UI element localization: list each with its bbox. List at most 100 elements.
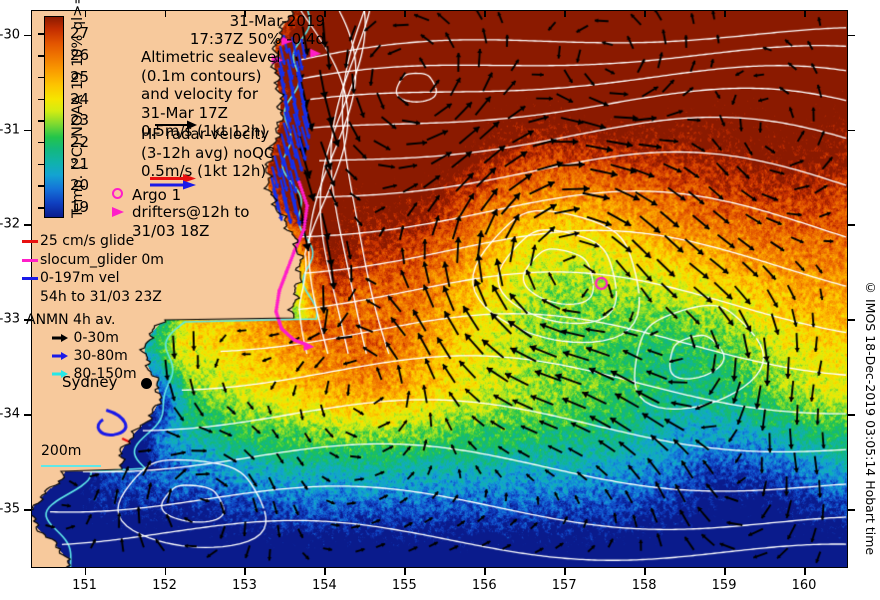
x-tick-label: 157	[551, 578, 577, 593]
x-tick-mark	[164, 568, 166, 575]
drifters-note: drifters@12h to 31/03 18Z	[132, 203, 249, 240]
colorbar-tick	[38, 207, 44, 209]
x-tick-label: 155	[391, 578, 417, 593]
y-tick-label: -33	[0, 311, 20, 327]
glider-row-2: slocum_glider 0m	[22, 251, 164, 270]
altimetry-note: Altimetric sealevel (0.1m contours) and …	[141, 48, 280, 141]
glider-row-4: 54h to 31/03 23Z	[40, 288, 164, 307]
colorbar-tick-label: 24	[70, 89, 90, 108]
y-tick-label: -35	[0, 501, 20, 517]
x-tick-mark-top	[644, 10, 646, 17]
y-tick-mark-right	[848, 34, 855, 37]
anmn-arrow-0-30m-icon	[52, 334, 68, 342]
glider-label-2: slocum_glider 0m	[40, 251, 164, 268]
y-tick-label: -31	[0, 122, 20, 138]
scale-bar-label: 200m	[41, 443, 82, 459]
x-tick-mark-top	[724, 10, 726, 17]
colorbar[interactable]	[44, 16, 64, 218]
x-tick-label: 158	[631, 578, 657, 593]
hf-radar-note: HF radar velocity (3-12h avg) noQC 0.5m/…	[141, 125, 274, 181]
x-tick-mark	[644, 568, 646, 575]
colorbar-gradient	[44, 16, 64, 218]
scale-bar-line	[41, 465, 101, 467]
anmn-item-1: 30-80m	[51, 347, 128, 365]
sydney-label: Sydney	[62, 373, 118, 391]
y-tick-mark	[24, 509, 31, 511]
altimetry-scale-arrow-icon	[155, 120, 197, 130]
x-tick-label: 151	[72, 578, 97, 593]
colorbar-tick-label: 20	[70, 176, 90, 195]
colorbar-tick	[38, 120, 44, 122]
glider-legend: 25 cm/s glide slocum_glider 0m 0-197m ve…	[22, 232, 164, 307]
colorbar-tick-label: 19	[70, 198, 90, 217]
y-tick-mark	[24, 319, 31, 321]
y-tick-mark-right	[848, 319, 855, 321]
x-tick-mark	[724, 568, 726, 575]
glider-label-3: 0-197m vel	[40, 270, 120, 286]
anmn-arrow-80-150m-icon	[52, 370, 68, 378]
copyright-label: © IMOS 18-Dec-2019 03:05:14 Hobart time	[863, 280, 878, 556]
map-overlays	[32, 11, 847, 567]
colorbar-tick-label: 21	[70, 154, 90, 173]
colorbar-tick-label: 25	[70, 67, 90, 86]
x-tick-label: 152	[152, 578, 177, 593]
colorbar-tick	[38, 33, 44, 35]
y-tick-mark-right	[848, 224, 855, 226]
colorbar-tick	[38, 163, 44, 166]
argo-marker-icon	[112, 188, 123, 199]
glider-row-3: 0-197m vel	[22, 269, 164, 288]
x-tick-mark	[804, 568, 806, 575]
anmn-arrow-30-80m-icon	[52, 352, 68, 360]
glider-label-1: 25 cm/s glide	[40, 233, 135, 249]
x-tick-mark-top	[244, 10, 246, 17]
hf-radar-line-1: HF radar velocity	[141, 125, 270, 143]
anmn-legend: ANMN 4h av.	[26, 311, 116, 329]
colorbar-tick	[38, 76, 44, 79]
y-tick-mark	[24, 129, 31, 132]
glider-swatch-red	[22, 240, 38, 243]
y-tick-label: -34	[0, 406, 20, 422]
colorbar-title: Temp. (°C) NOAA 19 10% ql>=4	[70, 0, 86, 218]
altimetry-line-4: 31-Mar 17Z	[141, 103, 228, 122]
x-tick-mark-top	[164, 10, 166, 17]
y-tick-mark	[24, 34, 31, 37]
x-tick-mark-top	[564, 10, 566, 17]
x-tick-mark	[484, 568, 486, 575]
x-tick-label: 159	[711, 578, 737, 593]
glider-swatch-blue	[22, 277, 38, 280]
x-tick-label: 153	[232, 578, 257, 593]
x-tick-mark	[244, 568, 246, 575]
drifters-line-2: 31/03 18Z	[132, 221, 210, 240]
colorbar-tick-label: 27	[70, 24, 90, 43]
argo-label: Argo 1	[132, 186, 182, 204]
y-tick-mark-right	[848, 414, 855, 416]
y-tick-mark-right	[848, 129, 855, 132]
hf-radar-line-3: 0.5m/s (1kt 12h)	[141, 162, 267, 180]
colorbar-tick-label: 26	[70, 46, 90, 65]
x-tick-mark-top	[404, 10, 406, 17]
x-tick-mark	[324, 568, 326, 575]
altimetry-line-2: (0.1m contours)	[141, 66, 262, 85]
x-tick-label: 160	[791, 578, 817, 593]
colorbar-tick	[38, 141, 44, 144]
y-tick-mark	[24, 224, 31, 226]
x-tick-mark-top	[324, 10, 326, 17]
x-tick-label: 154	[311, 578, 337, 593]
anmn-item-2: 80-150m	[51, 365, 137, 383]
colorbar-tick	[38, 55, 44, 57]
anmn-title: ANMN 4h av.	[26, 312, 116, 328]
x-tick-mark-top	[84, 10, 87, 17]
y-tick-label: -30	[0, 27, 20, 43]
hf-radar-line-2: (3-12h avg) noQC	[141, 143, 275, 162]
colorbar-tick	[38, 185, 44, 187]
glider-swatch-magenta	[22, 258, 38, 262]
x-tick-mark-top	[804, 10, 806, 17]
map-plot-area[interactable]: Sydney 200m	[31, 10, 848, 568]
glider-label-4: 54h to 31/03 23Z	[40, 288, 162, 305]
glider-row-1: 25 cm/s glide	[22, 232, 164, 251]
altimetry-line-5: 0.5m/s (1kt 12h)	[141, 122, 267, 140]
y-tick-mark-right	[848, 509, 855, 511]
drifters-line-1: drifters@12h to	[132, 203, 250, 221]
anmn-label-80-150m: 80-150m	[73, 366, 137, 382]
